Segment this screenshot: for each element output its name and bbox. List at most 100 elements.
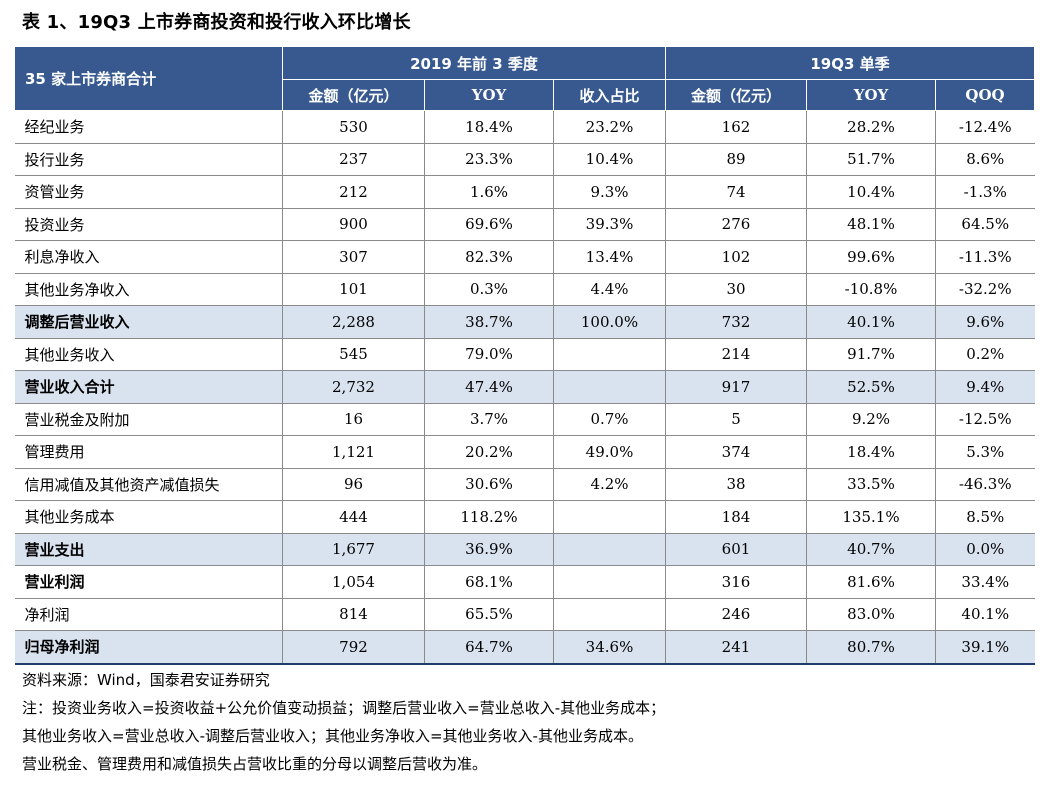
header-group-19q3: 19Q3 单季: [665, 46, 1035, 80]
table-cell: -46.3%: [935, 468, 1035, 501]
table-cell: 96: [282, 468, 425, 501]
table-cell: 0.0%: [935, 533, 1035, 566]
row-label: 投资业务: [14, 208, 283, 241]
table-row: 资管业务 212 1.6% 9.3% 74 10.4% -1.3%: [14, 175, 1035, 209]
header-corner: 35 家上市券商合计: [14, 46, 283, 111]
table-cell: 2,732: [282, 370, 425, 404]
table-row: 营业收入合计 2,732 47.4% 917 52.5% 9.4%: [14, 370, 1035, 404]
table-cell: 51.7%: [806, 143, 936, 176]
table-cell: 135.1%: [806, 500, 936, 534]
table-cell: -1.3%: [935, 175, 1035, 209]
table-cell: -12.4%: [935, 110, 1035, 144]
table-cell: 80.7%: [806, 630, 936, 665]
table-cell: 2,288: [282, 305, 425, 339]
footnotes: 资料来源：Wind，国泰君安证券研究 注：投资业务收入=投资收益+公允价值变动损…: [22, 666, 665, 778]
table-cell: 38: [665, 468, 807, 501]
table-cell: 601: [665, 533, 807, 566]
table-cell: 40.1%: [935, 598, 1035, 631]
table-cell: 276: [665, 208, 807, 241]
table-cell: 374: [665, 435, 807, 469]
table-cell: 9.6%: [935, 305, 1035, 339]
row-label: 其他业务成本: [14, 500, 283, 534]
table-title: 表 1、19Q3 上市券商投资和投行收入环比增长: [22, 12, 411, 33]
table-cell: 100.0%: [553, 305, 666, 339]
table-row: 其他业务净收入 101 0.3% 4.4% 30 -10.8% -32.2%: [14, 273, 1035, 306]
row-label: 其他业务收入: [14, 338, 283, 371]
table-cell: 8.6%: [935, 143, 1035, 176]
table-cell: 79.0%: [424, 338, 554, 371]
header-col-yoy-q3: YOY: [806, 79, 936, 111]
table-cell: 732: [665, 305, 807, 339]
header-col-amount-q3: 金额（亿元）: [665, 79, 807, 111]
table-cell: 0.2%: [935, 338, 1035, 371]
table-cell: 212: [282, 175, 425, 209]
table-cell: 30: [665, 273, 807, 306]
table-cell: 40.1%: [806, 305, 936, 339]
table-cell: 545: [282, 338, 425, 371]
table-cell: 82.3%: [424, 240, 554, 274]
table-cell: 39.1%: [935, 630, 1035, 665]
table-cell: 917: [665, 370, 807, 404]
table-cell: 118.2%: [424, 500, 554, 534]
table-body: 经纪业务 530 18.4% 23.2% 162 28.2% -12.4% 投行业务 237 23…: [14, 110, 1035, 665]
table-row: 营业支出 1,677 36.9% 601 40.7% 0.0%: [14, 533, 1035, 566]
table-cell: [553, 598, 666, 631]
table-cell: 184: [665, 500, 807, 534]
header-group-2019-9m: 2019 年前 3 季度: [282, 46, 666, 80]
table-cell: 10.4%: [806, 175, 936, 209]
table-cell: 52.5%: [806, 370, 936, 404]
footnote-line: 其他业务收入=营业总收入-调整后营业收入；其他业务净收入=其他业务收入-其他业务…: [22, 727, 643, 745]
header-col-share: 收入占比: [553, 79, 666, 111]
table-row: 归母净利润 792 64.7% 34.6% 241 80.7% 39.1%: [14, 630, 1035, 665]
table-cell: 39.3%: [553, 208, 666, 241]
table-cell: 4.2%: [553, 468, 666, 501]
table-cell: 0.7%: [553, 403, 666, 436]
table-row: 其他业务收入 545 79.0% 214 91.7% 0.2%: [14, 338, 1035, 371]
row-label: 调整后营业收入: [14, 305, 283, 339]
table-cell: -12.5%: [935, 403, 1035, 436]
table-row: 营业利润 1,054 68.1% 316 81.6% 33.4%: [14, 565, 1035, 599]
table-cell: 23.2%: [553, 110, 666, 144]
table-row: 管理费用 1,121 20.2% 49.0% 374 18.4% 5.3%: [14, 435, 1035, 469]
table-row: 经纪业务 530 18.4% 23.2% 162 28.2% -12.4%: [14, 110, 1035, 144]
table-cell: 102: [665, 240, 807, 274]
table-cell: 28.2%: [806, 110, 936, 144]
row-label: 归母净利润: [14, 630, 283, 665]
table-cell: 9.3%: [553, 175, 666, 209]
table-cell: 23.3%: [424, 143, 554, 176]
header-col-yoy: YOY: [424, 79, 554, 111]
table-cell: 3.7%: [424, 403, 554, 436]
table-cell: 30.6%: [424, 468, 554, 501]
table-cell: 792: [282, 630, 425, 665]
row-label: 信用减值及其他资产减值损失: [14, 468, 283, 501]
header-col-amount: 金额（亿元）: [282, 79, 425, 111]
table-cell: 530: [282, 110, 425, 144]
table-cell: 5.3%: [935, 435, 1035, 469]
table-cell: 47.4%: [424, 370, 554, 404]
table-cell: [553, 500, 666, 534]
table-cell: 214: [665, 338, 807, 371]
table-cell: 68.1%: [424, 565, 554, 599]
table-cell: 444: [282, 500, 425, 534]
table-cell: 237: [282, 143, 425, 176]
table-cell: 40.7%: [806, 533, 936, 566]
table-cell: 9.4%: [935, 370, 1035, 404]
table-row: 投资业务 900 69.6% 39.3% 276 48.1% 64.5%: [14, 208, 1035, 241]
source-note: 资料来源：Wind，国泰君安证券研究: [22, 671, 270, 689]
brokerage-income-table: 35 家上市券商合计 2019 年前 3 季度 19Q3 单季 金额（亿元） Y…: [14, 46, 1035, 665]
table-cell: 64.5%: [935, 208, 1035, 241]
row-label: 投行业务: [14, 143, 283, 176]
table-cell: 48.1%: [806, 208, 936, 241]
row-label: 营业税金及附加: [14, 403, 283, 436]
table-cell: 89: [665, 143, 807, 176]
table-cell: 900: [282, 208, 425, 241]
table-cell: -32.2%: [935, 273, 1035, 306]
table-cell: 91.7%: [806, 338, 936, 371]
row-label: 营业利润: [14, 565, 283, 599]
row-label: 利息净收入: [14, 240, 283, 274]
table-cell: 33.5%: [806, 468, 936, 501]
row-label: 净利润: [14, 598, 283, 631]
table-cell: 307: [282, 240, 425, 274]
table-row: 信用减值及其他资产减值损失 96 30.6% 4.2% 38 33.5% -46.3%: [14, 468, 1035, 501]
table-cell: 83.0%: [806, 598, 936, 631]
